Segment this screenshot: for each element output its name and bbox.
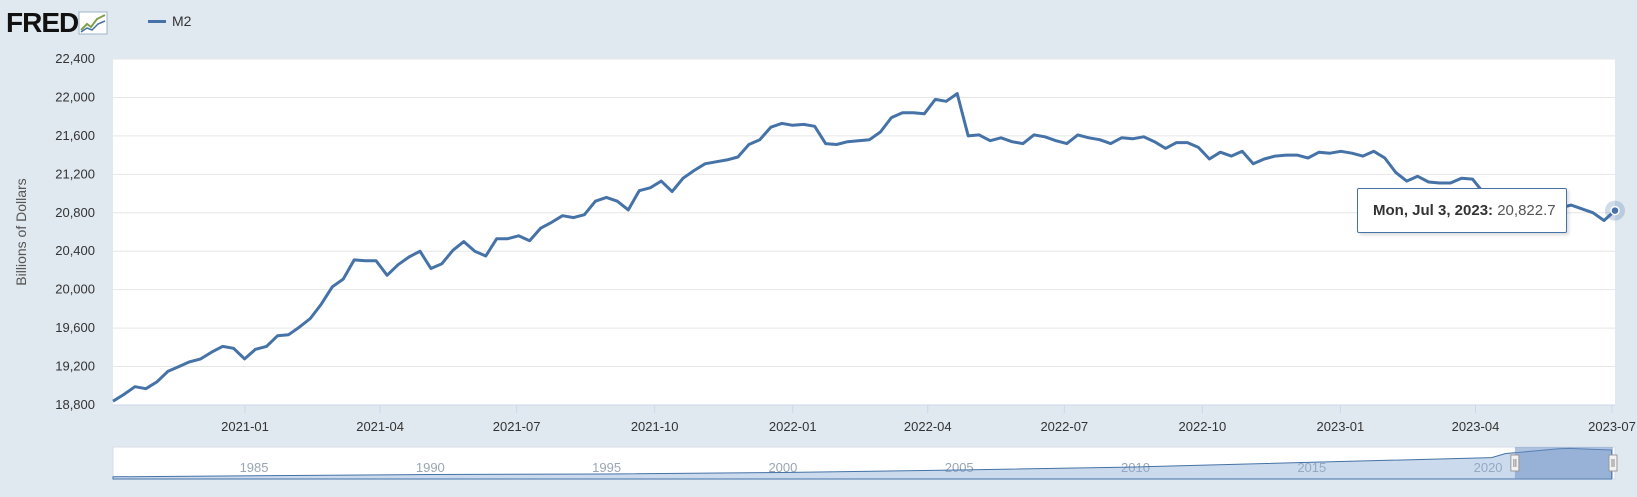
navigator-tick-label: 1985: [240, 460, 269, 475]
x-tick-label: 2022-10: [1179, 419, 1227, 434]
x-tick-label: 2022-04: [904, 419, 952, 434]
navigator-area[interactable]: [112, 446, 1616, 480]
y-tick-label: 18,800: [55, 397, 95, 412]
x-tick-label: 2023-07: [1588, 419, 1636, 434]
x-tick-label: 2021-04: [356, 419, 404, 434]
x-tick-label: 2022-01: [769, 419, 817, 434]
chart-legend[interactable]: M2: [148, 13, 191, 29]
tooltip: Mon, Jul 3, 2023: 20,822.7: [1357, 188, 1567, 233]
navigator-handle-right[interactable]: [1608, 454, 1618, 472]
x-tick-label: 2023-04: [1452, 419, 1500, 434]
y-axis: 18,800 19,200 19,600 20,000 20,400 20,800 21,2…: [55, 51, 95, 412]
tooltip-date: Mon, Jul 3, 2023:: [1373, 202, 1494, 219]
y-tick-label: 19,200: [55, 359, 95, 374]
x-tick-label: 2022-07: [1040, 419, 1088, 434]
fred-logo[interactable]: FRED: [6, 6, 108, 40]
navigator-selection[interactable]: [1514, 447, 1613, 479]
y-tick-label: 19,600: [55, 320, 95, 335]
y-tick-label: 20,000: [55, 282, 95, 297]
y-tick-label: 20,800: [55, 205, 95, 220]
chart-logo-icon: [78, 11, 108, 35]
x-tick-label: 2021-01: [221, 419, 269, 434]
y-tick-label: 21,200: [55, 166, 95, 181]
fred-logo-text: FRED: [6, 7, 79, 38]
legend-swatch: [148, 19, 166, 23]
y-tick-label: 21,600: [55, 128, 95, 143]
y-tick-label: 22,400: [55, 51, 95, 66]
hover-point: [1610, 205, 1620, 216]
legend-label: M2: [172, 13, 192, 29]
x-tick-label: 2021-07: [493, 419, 541, 434]
x-axis: 2021-01 2021-04 2021-07 2021-10 2022-01 2022-…: [113, 404, 1636, 434]
x-tick-label: 2023-01: [1317, 419, 1365, 434]
hover-marker: [1605, 200, 1625, 221]
navigator-tick-label: 1995: [592, 460, 621, 475]
navigator-handle-left[interactable]: [1510, 454, 1520, 472]
tooltip-value: 20,822.7: [1497, 202, 1556, 219]
y-axis-title: Billions of Dollars: [13, 178, 29, 285]
y-tick-label: 22,000: [55, 89, 95, 104]
y-tick-label: 20,400: [55, 243, 95, 258]
navigator-handles: [1510, 454, 1618, 472]
navigator-tick-label: 1990: [416, 460, 445, 475]
x-tick-label: 2021-10: [631, 419, 679, 434]
navigator-tick-label: 2020: [1474, 460, 1503, 475]
navigator-tick-label: 2015: [1297, 460, 1326, 475]
navigator-tick-label: 2000: [768, 460, 797, 475]
series-line-m2[interactable]: [112, 92, 1617, 403]
navigator-tick-label: 2005: [945, 460, 974, 475]
